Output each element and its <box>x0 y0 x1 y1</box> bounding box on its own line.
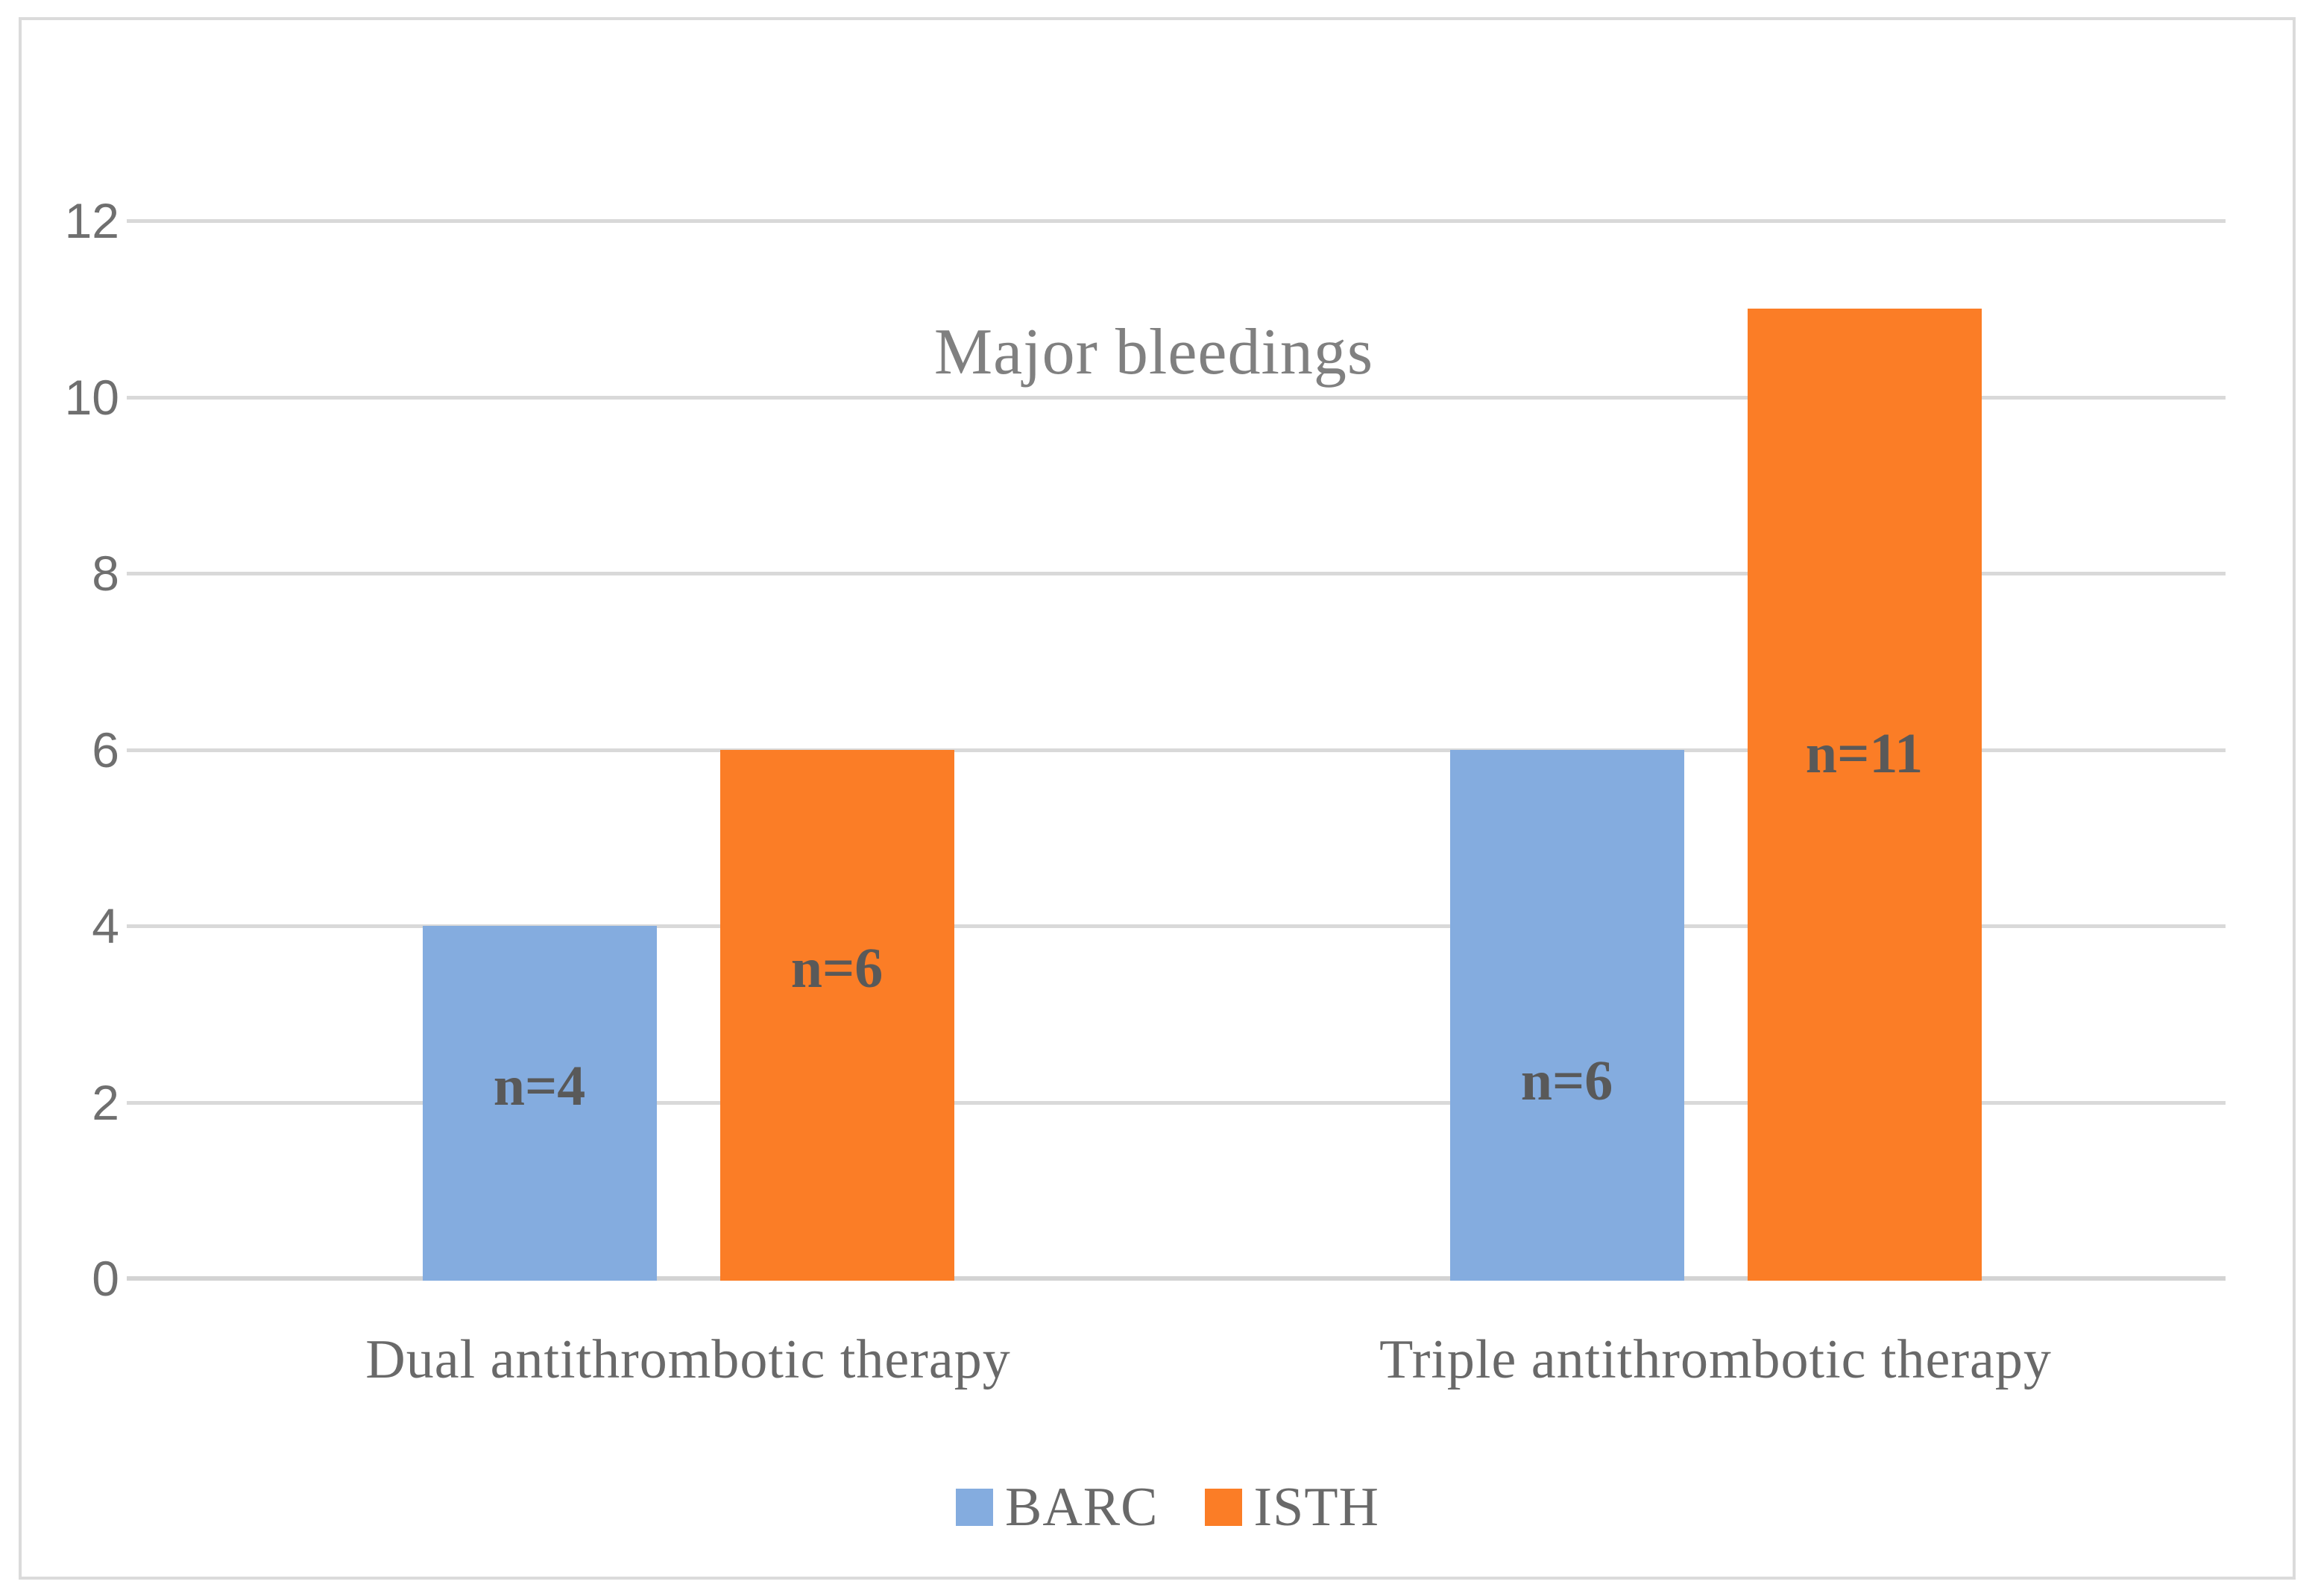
legend-label: ISTH <box>1253 1477 1379 1538</box>
gridline <box>127 219 2226 223</box>
gridline <box>127 748 2226 752</box>
category-label-2: Triple antithrombotic therapy <box>1379 1329 2052 1390</box>
legend-swatch-isth <box>1204 1489 1242 1526</box>
x-axis-line <box>127 1276 2226 1281</box>
y-tick-label: 8 <box>92 546 119 601</box>
category-label-1: Dual antithrombotic therapy <box>365 1329 1011 1390</box>
legend: BARC ISTH <box>956 1480 1379 1535</box>
chart-title: Major bleedings <box>933 316 1374 388</box>
gridline <box>127 924 2226 928</box>
gridline <box>127 1100 2226 1105</box>
data-label: n=11 <box>1805 722 1924 786</box>
bar-isth-2 <box>1747 309 1982 1281</box>
data-label: n=6 <box>790 936 884 1000</box>
bar-isth-1 <box>719 749 954 1281</box>
gridline <box>127 395 2226 400</box>
legend-item-isth: ISTH <box>1204 1477 1379 1538</box>
chart-border <box>19 17 2296 1580</box>
y-tick-label: 6 <box>92 722 119 778</box>
y-tick-label: 10 <box>64 369 119 425</box>
bar-barc-1 <box>422 926 657 1281</box>
legend-item-barc: BARC <box>956 1480 1159 1535</box>
y-tick-label: 0 <box>92 1251 119 1306</box>
bar-barc-2 <box>1449 749 1684 1281</box>
legend-swatch-barc <box>956 1489 993 1526</box>
legend-label: BARC <box>1005 1477 1159 1538</box>
data-label: n=4 <box>493 1055 586 1118</box>
data-label: n=6 <box>1520 1050 1613 1113</box>
y-tick-label: 12 <box>64 193 119 248</box>
gridline <box>127 572 2226 575</box>
y-tick-label: 2 <box>92 1074 119 1130</box>
y-tick-label: 4 <box>92 898 119 953</box>
